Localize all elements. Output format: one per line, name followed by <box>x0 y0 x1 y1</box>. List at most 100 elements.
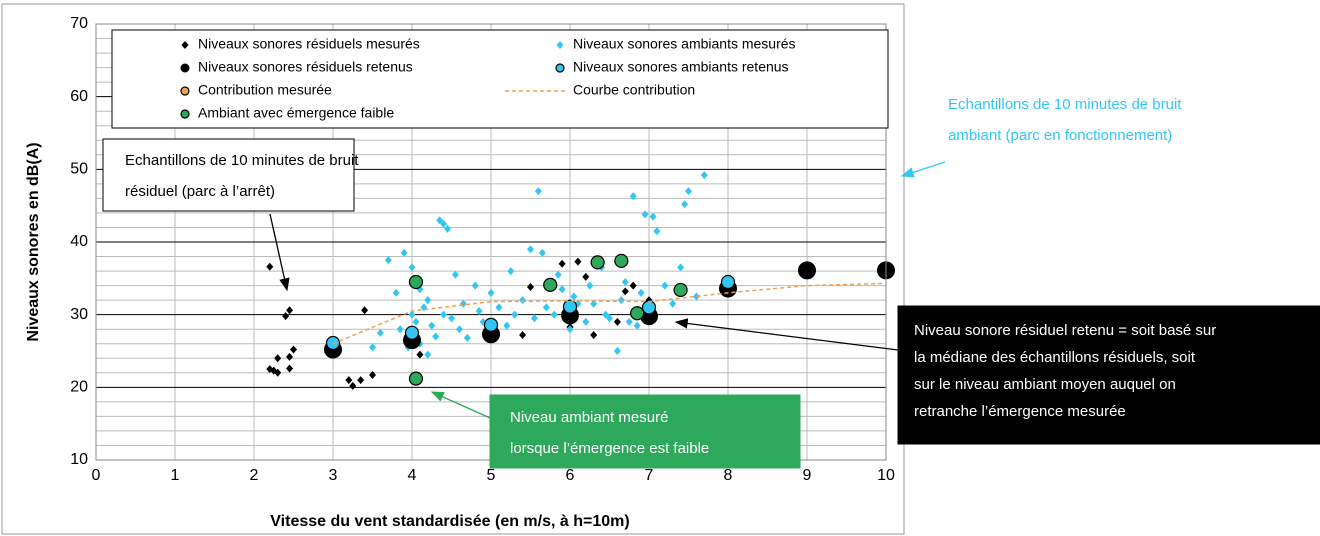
legend-label: Courbe contribution <box>573 82 695 98</box>
diamond-point <box>345 376 353 385</box>
legend-label: Niveaux sonores résiduels mesurés <box>198 36 420 52</box>
diamond-point <box>538 248 546 257</box>
x-axis-title: Vitesse du vent standardisée (en m/s, à … <box>270 513 629 530</box>
diamond-point <box>629 192 637 201</box>
annotation-text: Niveau ambiant mesuré <box>510 409 668 426</box>
diamond-point <box>677 263 685 272</box>
diamond-point <box>392 288 400 297</box>
x-tick-label: 10 <box>877 467 895 484</box>
circle-point <box>630 306 645 321</box>
y-tick-label: 70 <box>70 15 88 32</box>
diamond-point <box>582 317 590 326</box>
diamond-point <box>558 285 566 294</box>
diamond-point <box>617 296 625 305</box>
y-tick-label: 20 <box>70 379 88 396</box>
diamond-point <box>357 376 365 385</box>
diamond-point <box>649 212 657 221</box>
diamond-point <box>286 306 294 315</box>
annotation-text: Echantillons de 10 minutes de bruit <box>948 96 1182 113</box>
x-tick-label: 4 <box>408 467 417 484</box>
diamond-point <box>349 381 357 390</box>
diamond-point <box>527 245 534 254</box>
x-tick-label: 6 <box>566 467 575 484</box>
diamond-point <box>700 171 708 180</box>
x-tick-label: 5 <box>487 467 496 484</box>
annotation-text: Niveau sonore résiduel retenu = soit bas… <box>914 322 1216 339</box>
legend-marker <box>180 63 190 73</box>
annotation-arrow <box>900 161 946 178</box>
diamond-point <box>408 263 416 272</box>
x-tick-label: 0 <box>92 467 101 484</box>
annotation-text: Echantillons de 10 minutes de bruit <box>125 152 359 169</box>
legend-marker <box>180 109 190 119</box>
y-tick-label: 60 <box>70 88 88 105</box>
circle-point <box>562 299 578 314</box>
diamond-point <box>621 277 629 286</box>
diamond-point <box>432 332 440 341</box>
diamond-point <box>428 321 436 330</box>
diamond-point <box>369 370 376 379</box>
legend-label: Niveaux sonores ambiants mesurés <box>573 36 796 52</box>
diamond-point <box>286 364 294 373</box>
diamond-point <box>613 347 621 355</box>
diamond-point <box>669 299 677 308</box>
diamond-point <box>550 310 558 319</box>
x-tick-label: 7 <box>645 467 654 484</box>
x-tick-label: 2 <box>250 467 259 484</box>
diamond-point <box>586 281 594 290</box>
diamond-point <box>503 321 511 330</box>
circle-point <box>641 300 657 315</box>
annotation-text: résiduel (parc à l’arrêt) <box>125 183 275 200</box>
diamond-point <box>376 328 384 337</box>
diamond-point <box>266 262 274 271</box>
diamond-point <box>448 314 455 323</box>
diamond-point <box>661 281 669 290</box>
annotation-box <box>102 138 355 212</box>
diamond-point <box>527 283 534 292</box>
diamond-point <box>507 267 515 276</box>
diamond-point <box>440 310 448 319</box>
annotation-arrow <box>430 391 491 419</box>
legend-label: Niveaux sonores ambiants retenus <box>573 59 789 75</box>
diamond-point <box>621 287 629 296</box>
annotation-box <box>489 394 801 469</box>
diamond-point <box>570 292 578 301</box>
x-tick-label: 9 <box>803 467 812 484</box>
diamond-point <box>436 216 444 225</box>
diamond-point <box>455 325 463 334</box>
circle-point <box>798 261 816 280</box>
x-tick-label: 3 <box>329 467 338 484</box>
diamond-point <box>629 281 637 290</box>
diamond-point <box>602 310 610 319</box>
diamond-point <box>554 270 562 279</box>
circle-point <box>404 325 420 340</box>
diamond-point <box>290 345 297 354</box>
annotation-text: la médiane des échantillons résiduels, s… <box>914 349 1196 366</box>
diamond-point <box>637 288 645 297</box>
diamond-point <box>361 306 369 315</box>
annotation-arrow <box>674 318 899 351</box>
annotation-arrow <box>269 213 290 292</box>
y-tick-label: 40 <box>70 233 88 250</box>
diamond-point <box>606 314 613 323</box>
diamond-point <box>495 303 503 312</box>
legend-marker <box>181 41 189 49</box>
diamond-point <box>396 325 404 334</box>
x-tick-label: 1 <box>171 467 180 484</box>
legend-marker <box>180 86 190 96</box>
diamond-point <box>487 288 495 297</box>
annotation-box <box>897 305 1320 445</box>
annotation-text: retranche l’émergence mesurée <box>914 403 1126 420</box>
diamond-point <box>286 352 294 361</box>
diamond-point <box>582 272 590 281</box>
legend-marker <box>556 41 564 49</box>
diamond-point <box>440 219 448 228</box>
circle-point <box>590 255 605 270</box>
annotation-text: ambiant (parc en fonctionnement) <box>948 127 1172 144</box>
diamond-point <box>574 257 582 266</box>
legend-label: Contribution mesurée <box>198 82 332 98</box>
diamond-point <box>471 281 479 290</box>
y-tick-label: 30 <box>70 306 88 323</box>
legend-label: Ambiant avec émergence faible <box>198 105 394 121</box>
